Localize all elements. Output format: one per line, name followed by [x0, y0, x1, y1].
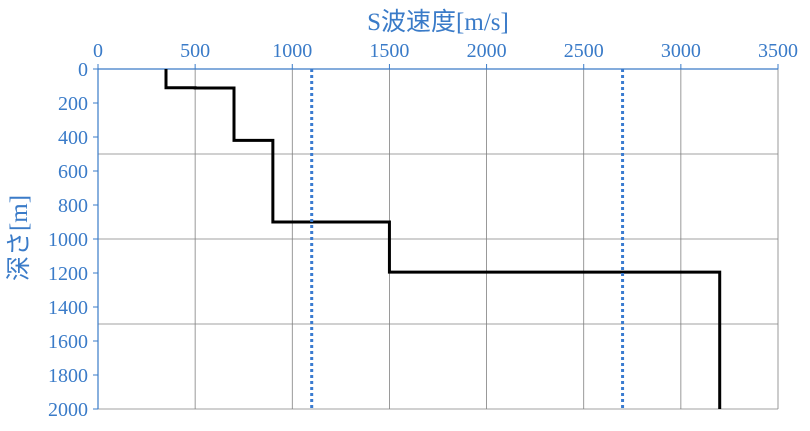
y-tick-label: 200 [58, 93, 88, 115]
x-tick-label: 3000 [661, 40, 701, 62]
series-layer [164, 69, 722, 409]
y-tick-label: 1000 [48, 229, 88, 251]
y-tick-label: 800 [58, 195, 88, 217]
y-tick-label: 400 [58, 127, 88, 149]
y-tick-label: 2000 [48, 399, 88, 421]
tick-labels: 0 500 1000 1500 2000 2500 3000 3500 0 200 400 600 80… [48, 40, 798, 421]
x-tick-label: 500 [180, 40, 210, 62]
y-tick-label: 1800 [48, 365, 88, 387]
x-tick-label: 0 [93, 40, 103, 62]
y-tick-label: 1400 [48, 297, 88, 319]
y-tick-label: 0 [78, 59, 88, 81]
y-axis-title: 深さ[m] [5, 195, 33, 281]
grid-layer [98, 69, 779, 410]
y-tick-label: 600 [58, 161, 88, 183]
x-tick-label: 1000 [272, 40, 312, 62]
x-tick-label: 2500 [564, 40, 604, 62]
y-tick-label: 1600 [48, 331, 88, 353]
x-tick-label: 1500 [369, 40, 409, 62]
y-tick-label: 1200 [48, 263, 88, 285]
velocity-profile-line [164, 69, 722, 409]
x-axis-title: S波速度[m/s] [367, 8, 509, 36]
x-tick-label: 2000 [467, 40, 507, 62]
axes-layer [93, 64, 779, 410]
x-tick-label: 3500 [758, 40, 798, 62]
